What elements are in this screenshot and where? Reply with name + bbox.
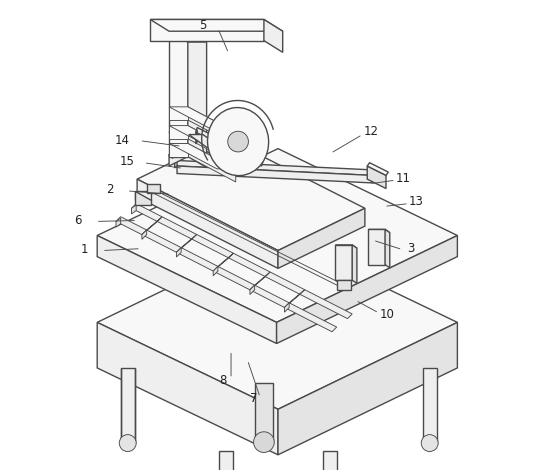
- Polygon shape: [276, 236, 458, 343]
- Polygon shape: [213, 253, 234, 271]
- Polygon shape: [188, 126, 236, 164]
- Polygon shape: [335, 245, 352, 280]
- Polygon shape: [278, 208, 365, 268]
- Polygon shape: [169, 31, 188, 156]
- Polygon shape: [337, 280, 351, 290]
- Circle shape: [228, 131, 249, 152]
- Polygon shape: [188, 107, 236, 146]
- Polygon shape: [150, 19, 282, 31]
- Polygon shape: [169, 130, 236, 164]
- Polygon shape: [169, 31, 207, 42]
- Text: 8: 8: [219, 374, 226, 387]
- Circle shape: [120, 435, 136, 452]
- Polygon shape: [285, 290, 305, 308]
- Text: 13: 13: [409, 195, 424, 208]
- Polygon shape: [175, 160, 372, 175]
- Text: 12: 12: [364, 125, 379, 138]
- Polygon shape: [177, 166, 372, 183]
- Text: 3: 3: [407, 242, 414, 255]
- Polygon shape: [169, 126, 236, 151]
- Polygon shape: [367, 162, 388, 175]
- Polygon shape: [285, 303, 289, 312]
- Text: 7: 7: [250, 392, 257, 406]
- Polygon shape: [335, 245, 357, 248]
- Polygon shape: [176, 235, 197, 252]
- Polygon shape: [175, 158, 177, 168]
- Polygon shape: [219, 451, 234, 471]
- Polygon shape: [352, 245, 357, 284]
- Text: 1: 1: [81, 243, 88, 256]
- Text: 2: 2: [106, 183, 113, 196]
- Polygon shape: [176, 248, 181, 257]
- Polygon shape: [385, 229, 390, 268]
- Polygon shape: [142, 230, 147, 239]
- Polygon shape: [147, 184, 160, 193]
- Polygon shape: [116, 217, 337, 332]
- Polygon shape: [255, 383, 274, 442]
- Polygon shape: [278, 322, 458, 455]
- Polygon shape: [142, 217, 162, 235]
- Ellipse shape: [207, 107, 269, 176]
- Polygon shape: [188, 144, 236, 182]
- Polygon shape: [196, 130, 197, 144]
- Circle shape: [254, 432, 274, 453]
- Polygon shape: [121, 368, 135, 443]
- Text: 5: 5: [199, 19, 206, 32]
- Polygon shape: [423, 368, 436, 443]
- Text: 10: 10: [380, 308, 394, 321]
- Polygon shape: [368, 229, 390, 233]
- Polygon shape: [131, 205, 136, 214]
- Polygon shape: [169, 107, 188, 120]
- Polygon shape: [97, 149, 458, 322]
- Polygon shape: [135, 191, 151, 200]
- Text: 14: 14: [115, 134, 130, 147]
- Polygon shape: [137, 179, 278, 268]
- Polygon shape: [250, 285, 255, 294]
- Polygon shape: [169, 126, 188, 139]
- Polygon shape: [150, 19, 264, 41]
- Polygon shape: [169, 144, 188, 156]
- Polygon shape: [367, 166, 386, 188]
- Polygon shape: [322, 451, 337, 471]
- Text: 15: 15: [120, 155, 134, 168]
- Polygon shape: [196, 128, 263, 166]
- Polygon shape: [250, 272, 270, 290]
- Polygon shape: [169, 144, 236, 169]
- Polygon shape: [97, 322, 278, 455]
- Polygon shape: [116, 218, 121, 227]
- Text: 6: 6: [74, 214, 82, 227]
- Text: 11: 11: [395, 172, 410, 185]
- Polygon shape: [169, 107, 236, 132]
- Circle shape: [421, 435, 438, 452]
- Polygon shape: [368, 229, 385, 265]
- Polygon shape: [135, 191, 151, 205]
- Polygon shape: [97, 236, 276, 343]
- Polygon shape: [264, 19, 282, 52]
- Polygon shape: [169, 146, 191, 158]
- Polygon shape: [213, 267, 218, 276]
- Polygon shape: [131, 203, 352, 318]
- Polygon shape: [137, 137, 365, 251]
- Polygon shape: [169, 146, 188, 166]
- Polygon shape: [189, 135, 221, 147]
- Polygon shape: [188, 31, 207, 167]
- Polygon shape: [97, 236, 458, 409]
